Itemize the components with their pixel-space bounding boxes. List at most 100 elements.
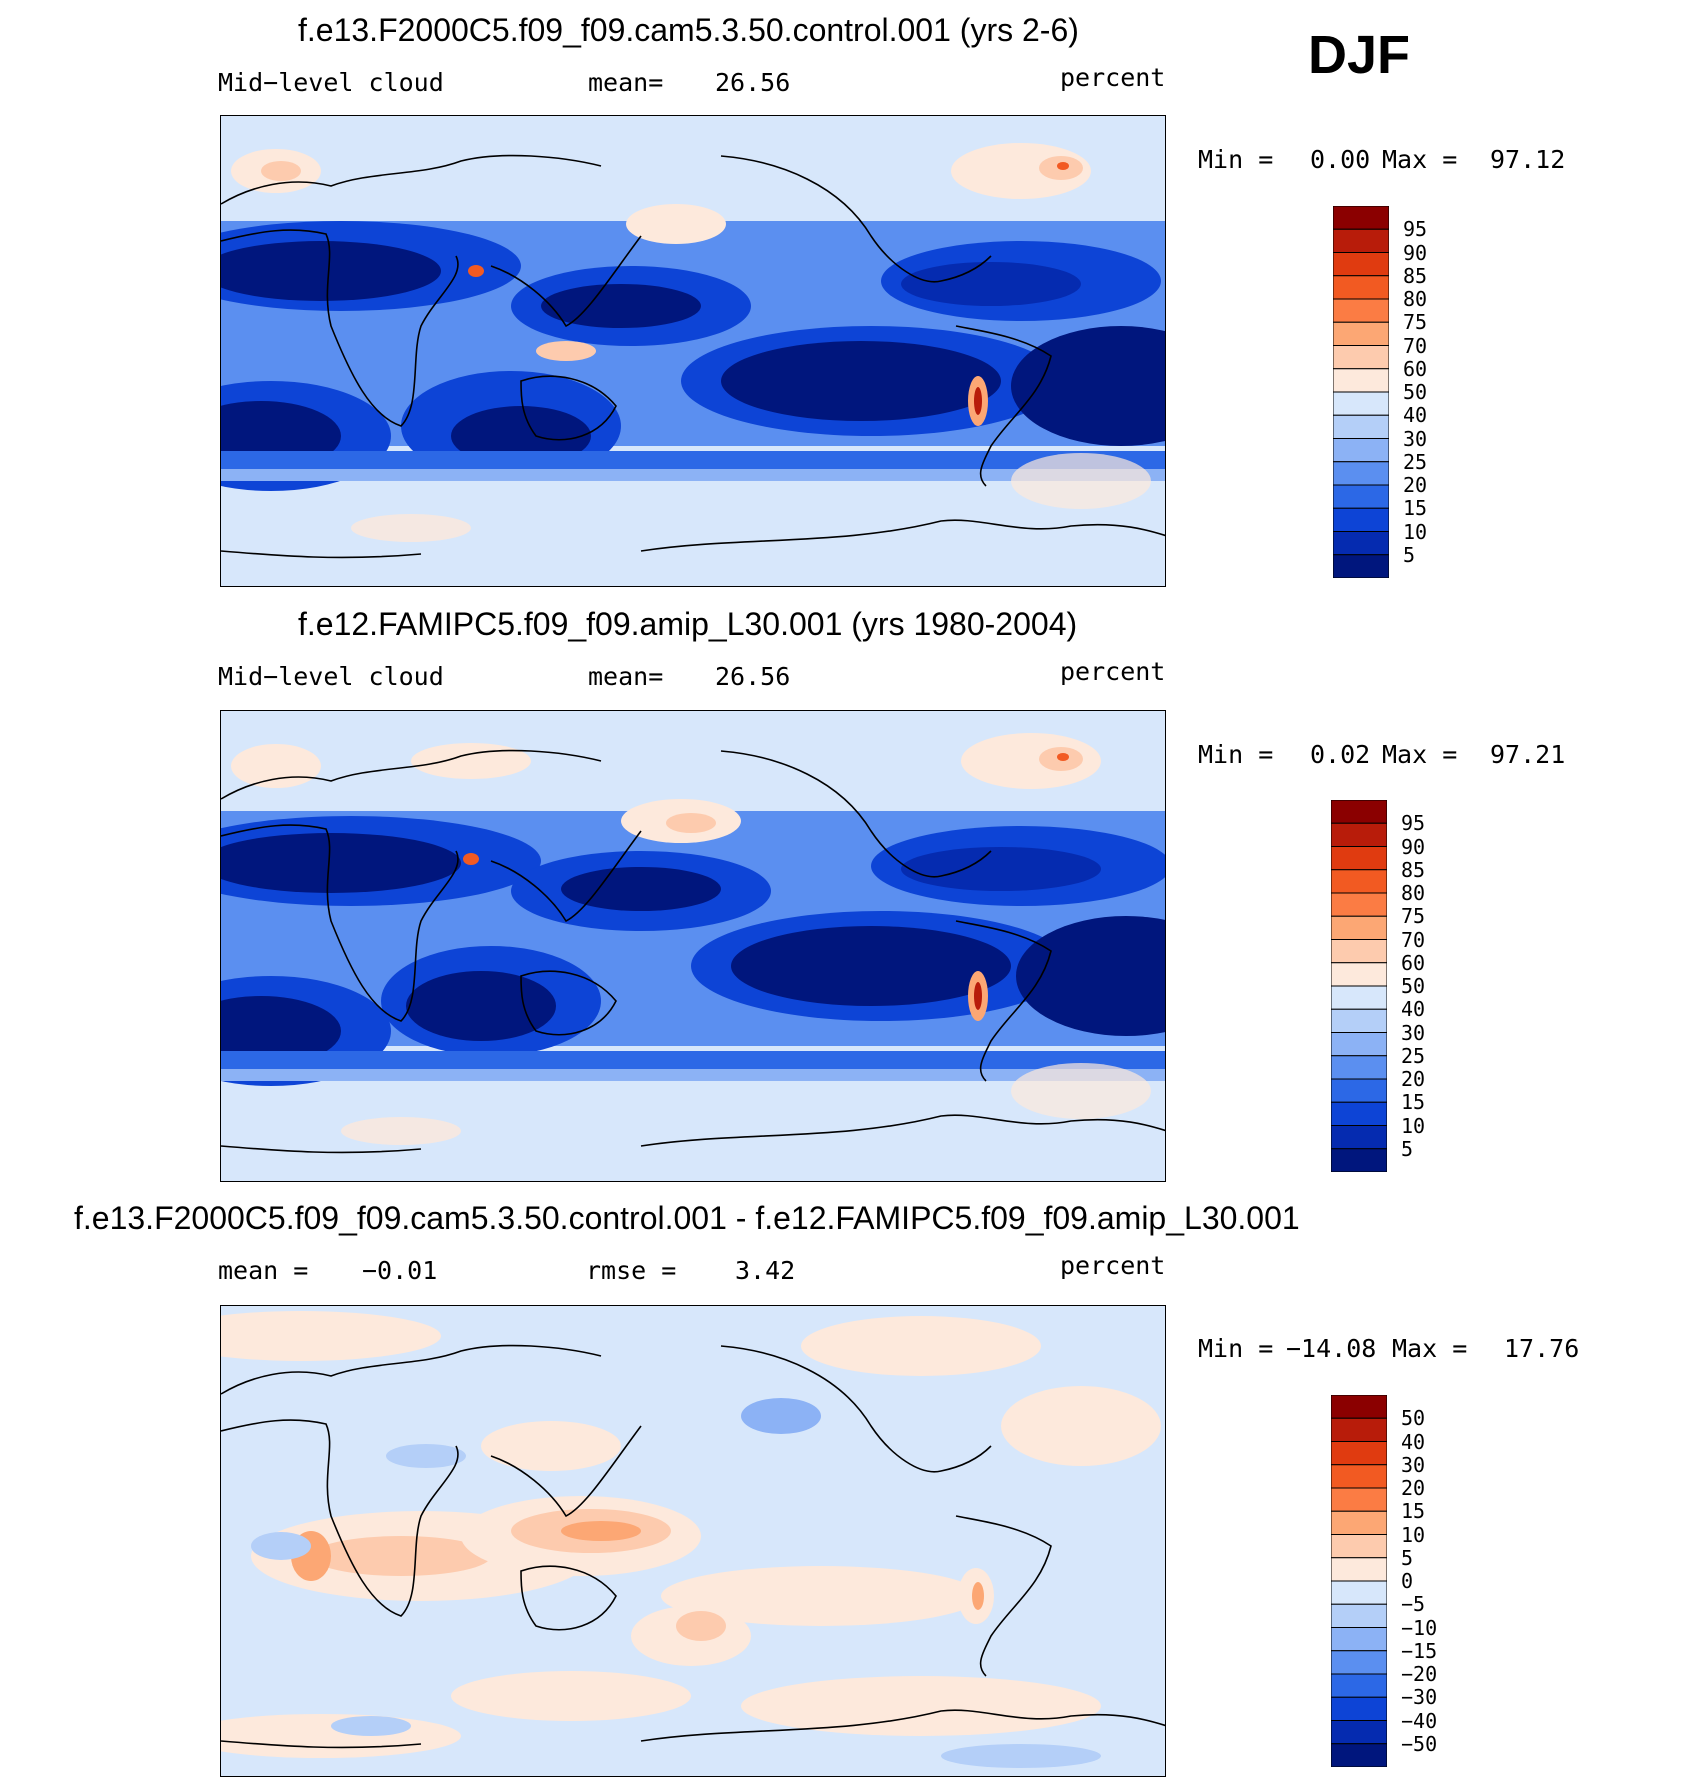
panel-title-test: f.e13.F2000C5.f09_f09.cam5.3.50.control.… xyxy=(298,12,1079,48)
colorbar-swatch xyxy=(1332,391,1390,416)
colorbar-swatches xyxy=(1330,1394,1388,1768)
colorbar-tick-label: 60 xyxy=(1403,356,1428,381)
colorbar-swatch xyxy=(1332,484,1390,509)
colorbar-tick-label: 0 xyxy=(1401,1569,1414,1593)
colorbar-swatch xyxy=(1330,1394,1388,1419)
colorbar-tick-label: 40 xyxy=(1401,997,1426,1022)
panel-max-value: 97.12 xyxy=(1490,145,1566,174)
colorbar-tick-label: −30 xyxy=(1401,1685,1438,1710)
colorbar-swatch xyxy=(1330,1078,1388,1103)
colorbar-tick-label: 75 xyxy=(1403,310,1428,335)
colorbar-swatch xyxy=(1330,1101,1388,1126)
colorbar-tick-label: 60 xyxy=(1401,950,1426,975)
panel-stat-value: 26.56 xyxy=(715,68,791,97)
panel-max-label: Max = xyxy=(1382,145,1458,174)
colorbar-swatch xyxy=(1330,1417,1388,1442)
colorbar-tick-label: 90 xyxy=(1403,240,1428,265)
colorbar-swatch xyxy=(1332,507,1390,532)
colorbar-swatch xyxy=(1330,799,1388,824)
cloud-map-control xyxy=(221,711,1165,1181)
map-panel-test xyxy=(220,115,1166,587)
colorbar-tick-label: 95 xyxy=(1401,811,1426,836)
colorbar-swatch xyxy=(1330,1441,1388,1466)
panel-mean-value: −0.01 xyxy=(362,1256,438,1285)
panel-stat-label: mean= xyxy=(588,68,664,97)
colorbar-tick-label: 70 xyxy=(1403,333,1428,358)
colorbar-tick-label: 80 xyxy=(1401,881,1426,905)
colorbar-swatches xyxy=(1332,205,1390,579)
colorbar-test xyxy=(1332,205,1390,579)
colorbar-swatch xyxy=(1330,1696,1388,1721)
colorbar-tick-label: 40 xyxy=(1401,1429,1426,1454)
colorbar-tick-label: 75 xyxy=(1401,904,1426,929)
panel-max-value: 17.76 xyxy=(1504,1334,1580,1363)
panel-min-label: Min = xyxy=(1198,740,1274,769)
colorbar-swatch xyxy=(1330,915,1388,940)
colorbar-swatch xyxy=(1330,1603,1388,1628)
colorbar-swatch xyxy=(1332,205,1390,230)
colorbar-swatch xyxy=(1332,321,1390,346)
colorbar-swatch xyxy=(1330,1008,1388,1033)
colorbar-tick-label: −5 xyxy=(1401,1592,1426,1617)
colorbar-swatch xyxy=(1332,275,1390,300)
colorbar-swatch xyxy=(1330,1557,1388,1582)
colorbar-swatch xyxy=(1330,985,1388,1010)
colorbar-tick-label: 90 xyxy=(1401,834,1426,859)
colorbar-tick-label: −40 xyxy=(1401,1708,1438,1733)
panel-min-value: −14.08 xyxy=(1286,1334,1377,1363)
colorbar-tick-label: 15 xyxy=(1401,1090,1426,1115)
colorbar-tick-label: 30 xyxy=(1401,1452,1426,1477)
colorbar-tick-label: 80 xyxy=(1403,287,1428,311)
colorbar-swatch xyxy=(1330,1743,1388,1768)
colorbar-swatch xyxy=(1330,939,1388,964)
colorbar-swatch xyxy=(1332,438,1390,463)
season-label: DJF xyxy=(1308,25,1411,85)
panel-title-control: f.e12.FAMIPC5.f09_f09.amip_L30.001 (yrs … xyxy=(298,606,1078,642)
colorbar-tick-label: 20 xyxy=(1401,1476,1426,1500)
colorbar-swatch xyxy=(1330,1534,1388,1559)
colorbar-tick-label: 50 xyxy=(1401,1406,1426,1431)
colorbar-swatch xyxy=(1330,1148,1388,1173)
colorbar-swatch xyxy=(1330,1627,1388,1652)
panel-min-value: 0.02 xyxy=(1310,740,1371,769)
panel-units: percent xyxy=(1060,657,1166,686)
colorbar-swatch xyxy=(1332,554,1390,579)
colorbar-swatch xyxy=(1330,1650,1388,1675)
panel-min-value: 0.00 xyxy=(1310,145,1371,174)
panel-min-label: Min = xyxy=(1198,145,1274,174)
colorbar-tick-label: 10 xyxy=(1403,519,1428,544)
colorbar-tick-label: 40 xyxy=(1403,403,1428,428)
panel-min-label: Min = xyxy=(1198,1334,1274,1363)
colorbar-swatch xyxy=(1330,1487,1388,1512)
colorbar-tick-label: 25 xyxy=(1403,449,1428,474)
colorbar-tick-label: 25 xyxy=(1401,1043,1426,1068)
colorbar-tick-label: 50 xyxy=(1401,974,1426,998)
panel-variable-label: Mid−level cloud xyxy=(218,68,444,97)
colorbar-tick-label: 20 xyxy=(1403,473,1428,497)
colorbar-tick-label: 85 xyxy=(1401,857,1426,882)
cloud-map-test xyxy=(221,116,1165,586)
panel-stat-label: mean= xyxy=(588,662,664,691)
panel-stat-label: rmse = xyxy=(586,1256,677,1285)
colorbar-swatch xyxy=(1330,1032,1388,1057)
colorbar-tick-label: 15 xyxy=(1403,496,1428,521)
panel-max-label: Max = xyxy=(1382,740,1458,769)
colorbar-ticks-test: 95 90 85 80 75 70 60 50 40 30 25 20 15 10 5 xyxy=(1403,206,1463,578)
colorbar-swatch xyxy=(1332,298,1390,323)
panel-title-difference: f.e13.F2000C5.f09_f09.cam5.3.50.control.… xyxy=(74,1200,1300,1236)
colorbar-tick-label: 70 xyxy=(1401,927,1426,952)
colorbar-ticks-control: 95 90 85 80 75 70 60 50 40 30 25 20 15 10 5 xyxy=(1401,800,1461,1172)
colorbar-swatch xyxy=(1330,869,1388,894)
panel-units: percent xyxy=(1060,63,1166,92)
colorbar-tick-label: 30 xyxy=(1403,426,1428,451)
panel-stat-value: 3.42 xyxy=(735,1256,796,1285)
colorbar-swatch xyxy=(1330,822,1388,847)
colorbar-swatch xyxy=(1332,531,1390,556)
panel-mean-label: mean = xyxy=(218,1256,309,1285)
colorbar-tick-label: 30 xyxy=(1401,1020,1426,1045)
colorbar-swatch xyxy=(1330,1055,1388,1080)
panel-stat-value: 26.56 xyxy=(715,662,791,691)
map-panel-control xyxy=(220,710,1166,1182)
colorbar-swatch xyxy=(1332,461,1390,486)
panel-max-label: Max = xyxy=(1392,1334,1468,1363)
